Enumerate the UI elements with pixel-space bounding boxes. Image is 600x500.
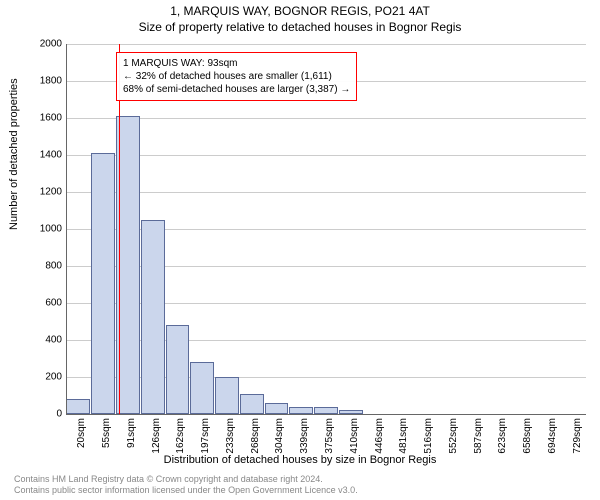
y-tick-label: 1600 (40, 113, 62, 124)
chart-subtitle: Size of property relative to detached ho… (0, 20, 600, 34)
histogram-bar (289, 407, 313, 414)
y-tick-label: 200 (45, 372, 62, 383)
histogram-bar (265, 403, 289, 414)
histogram-bar (190, 362, 214, 414)
grid-line (66, 118, 586, 119)
y-tick-label: 600 (45, 298, 62, 309)
footer-text: Contains HM Land Registry data © Crown c… (14, 474, 358, 496)
annotation-line: 68% of semi-detached houses are larger (… (123, 83, 350, 96)
histogram-bar (166, 325, 190, 414)
histogram-bar (215, 377, 239, 414)
histogram-bar (66, 399, 90, 414)
grid-line (66, 44, 586, 45)
y-tick-label: 1800 (40, 76, 62, 87)
histogram-bar (314, 407, 338, 414)
y-tick-label: 400 (45, 335, 62, 346)
y-tick-label: 1200 (40, 187, 62, 198)
y-tick-label: 800 (45, 261, 62, 272)
histogram-bar (91, 153, 115, 414)
x-axis-line (66, 414, 586, 415)
footer-line2: Contains public sector information licen… (14, 485, 358, 496)
y-tick-label: 2000 (40, 39, 62, 50)
histogram-bar (240, 394, 264, 414)
x-axis-label: Distribution of detached houses by size … (0, 454, 600, 466)
y-tick-label: 1000 (40, 224, 62, 235)
grid-line (66, 192, 586, 193)
footer-line1: Contains HM Land Registry data © Crown c… (14, 474, 358, 485)
chart-title: 1, MARQUIS WAY, BOGNOR REGIS, PO21 4AT (0, 4, 600, 18)
histogram-bar (141, 220, 165, 414)
annotation-box: 1 MARQUIS WAY: 93sqm← 32% of detached ho… (116, 52, 357, 101)
grid-line (66, 155, 586, 156)
y-tick-label: 1400 (40, 150, 62, 161)
y-axis-label: Number of detached properties (8, 78, 20, 230)
annotation-line: 1 MARQUIS WAY: 93sqm (123, 57, 350, 70)
y-tick-label: 0 (56, 409, 62, 420)
chart-container: 1, MARQUIS WAY, BOGNOR REGIS, PO21 4AT S… (0, 0, 600, 500)
plot-area: 1 MARQUIS WAY: 93sqm← 32% of detached ho… (66, 44, 586, 414)
annotation-line: ← 32% of detached houses are smaller (1,… (123, 70, 350, 83)
y-axis-line (66, 44, 67, 414)
